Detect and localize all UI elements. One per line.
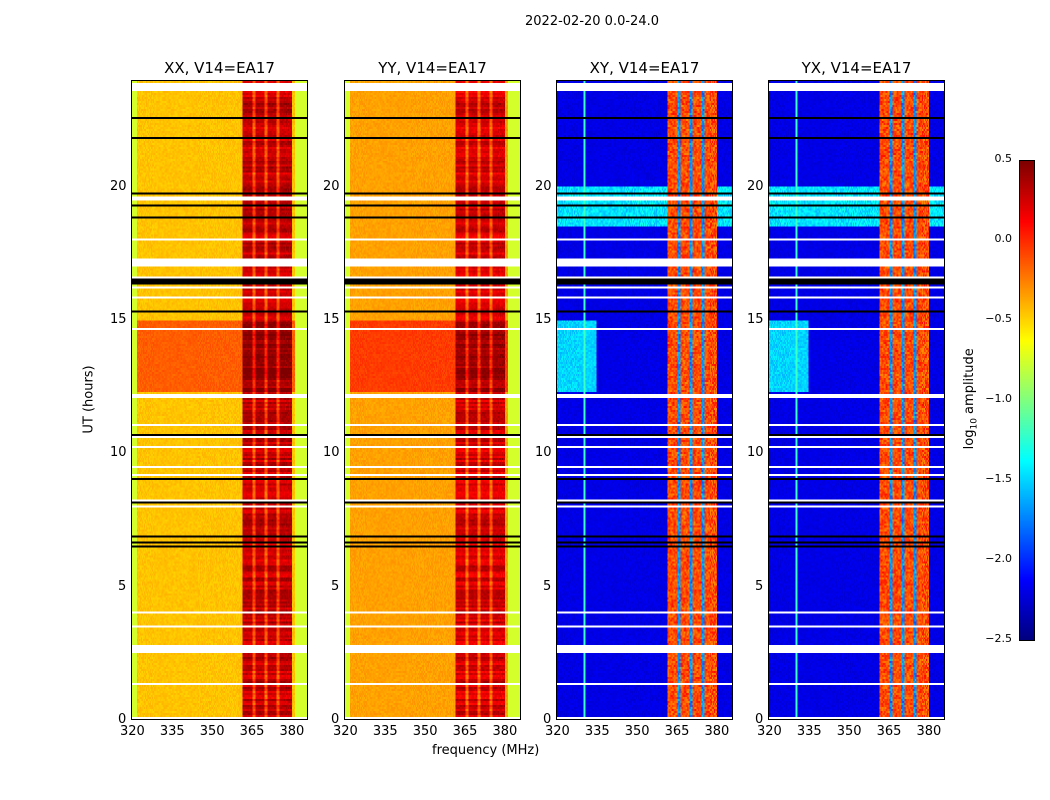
y-tick-label: 10 xyxy=(110,445,127,461)
colorbar-tick-label: 0.5 xyxy=(994,152,1013,165)
y-tick-label: 0 xyxy=(543,712,552,727)
x-axis-label: frequency (MHz) xyxy=(432,743,540,758)
colorbar-tick-label: −1.0 xyxy=(985,392,1012,405)
x-tick-label: 365 xyxy=(452,724,478,739)
panel-title: YY, V14=EA17 xyxy=(378,59,487,77)
y-tick-label: 5 xyxy=(118,578,127,594)
colorbar-label: log10 amplitude xyxy=(961,348,980,450)
heatmap-xx xyxy=(131,80,308,720)
y-tick-label: 20 xyxy=(110,178,127,194)
y-tick-label: 20 xyxy=(323,178,340,194)
x-tick-label: 335 xyxy=(796,724,822,739)
x-tick-label: 335 xyxy=(584,724,610,739)
heatmap-xy xyxy=(556,80,733,720)
x-tick-label: 320 xyxy=(120,724,145,739)
x-tick-label: 335 xyxy=(372,724,398,739)
x-tick-label: 350 xyxy=(412,724,438,739)
y-tick-label: 0 xyxy=(331,712,340,727)
y-tick-label: 5 xyxy=(543,578,552,594)
x-tick-label: 365 xyxy=(239,724,265,739)
y-tick-label: 10 xyxy=(535,445,552,461)
y-tick-label: 15 xyxy=(323,312,340,327)
x-tick-label: 365 xyxy=(876,724,902,739)
y-tick-label: 15 xyxy=(110,312,127,327)
y-tick-label: 20 xyxy=(535,178,552,194)
x-tick-label: 335 xyxy=(159,724,185,739)
heatmap-yx xyxy=(768,80,945,720)
y-tick-label: 10 xyxy=(323,445,340,461)
colorbar-tick-label: −2.0 xyxy=(985,552,1012,565)
y-tick-label: 15 xyxy=(747,312,764,327)
y-tick-label: 5 xyxy=(331,578,340,594)
x-tick-label: 380 xyxy=(492,724,518,739)
y-axis-label: UT (hours) xyxy=(81,365,97,434)
x-tick-label: 350 xyxy=(199,724,225,739)
colorbar-tick-label: −1.5 xyxy=(985,472,1012,485)
heatmap-yy xyxy=(344,80,521,720)
x-tick-label: 320 xyxy=(757,724,782,739)
figure-title: 2022-02-20 0.0-24.0 xyxy=(525,14,659,29)
x-tick-label: 350 xyxy=(836,724,862,739)
x-tick-label: 350 xyxy=(624,724,650,739)
x-tick-label: 365 xyxy=(664,724,690,739)
y-tick-label: 0 xyxy=(755,712,764,727)
y-tick-label: 15 xyxy=(535,312,552,327)
y-tick-label: 20 xyxy=(747,178,764,194)
y-tick-label: 0 xyxy=(118,712,127,727)
x-tick-label: 380 xyxy=(704,724,730,739)
panel-title: XX, V14=EA17 xyxy=(164,59,275,77)
colorbar-tick-label: −0.5 xyxy=(985,312,1012,325)
x-tick-label: 380 xyxy=(916,724,942,739)
x-tick-label: 320 xyxy=(545,724,570,739)
colorbar-tick-label: 0.0 xyxy=(994,232,1013,245)
panel-title: XY, V14=EA17 xyxy=(589,59,700,77)
panel-title: YX, V14=EA17 xyxy=(801,59,912,77)
x-tick-label: 320 xyxy=(333,724,358,739)
colorbar-tick-label: −2.5 xyxy=(985,632,1012,645)
colorbar xyxy=(1019,160,1035,641)
y-tick-label: 5 xyxy=(755,578,764,594)
x-tick-label: 380 xyxy=(279,724,305,739)
y-tick-label: 10 xyxy=(747,445,764,461)
